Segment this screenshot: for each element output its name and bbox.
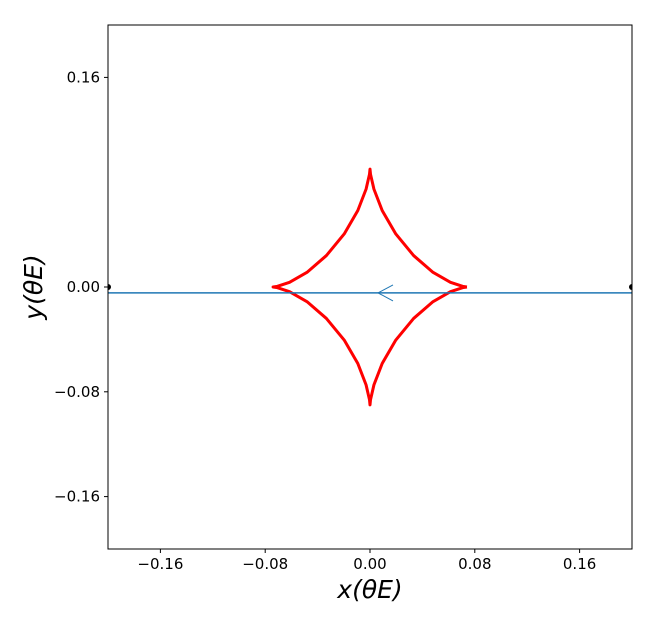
plot-area xyxy=(108,167,632,407)
line xyxy=(271,167,468,407)
x-axis-label: x(θE) xyxy=(336,575,402,604)
y-tick-label: 0.16 xyxy=(67,68,100,86)
x-tick-label: 0.16 xyxy=(563,555,596,573)
end-point xyxy=(108,284,111,290)
end-point xyxy=(629,284,632,290)
axes-frame xyxy=(107,24,633,550)
x-tick-label: 0.00 xyxy=(353,555,386,573)
x-tick-label: −0.16 xyxy=(137,555,183,573)
y-axis-label: y(θE) xyxy=(19,254,48,320)
y-tick-label: −0.16 xyxy=(54,488,100,506)
direction-arrow xyxy=(376,284,394,302)
x-tick-label: −0.08 xyxy=(242,555,288,573)
x-tick-label: 0.08 xyxy=(458,555,491,573)
y-tick-label: 0.00 xyxy=(67,278,100,296)
y-tick-label: −0.08 xyxy=(54,383,100,401)
